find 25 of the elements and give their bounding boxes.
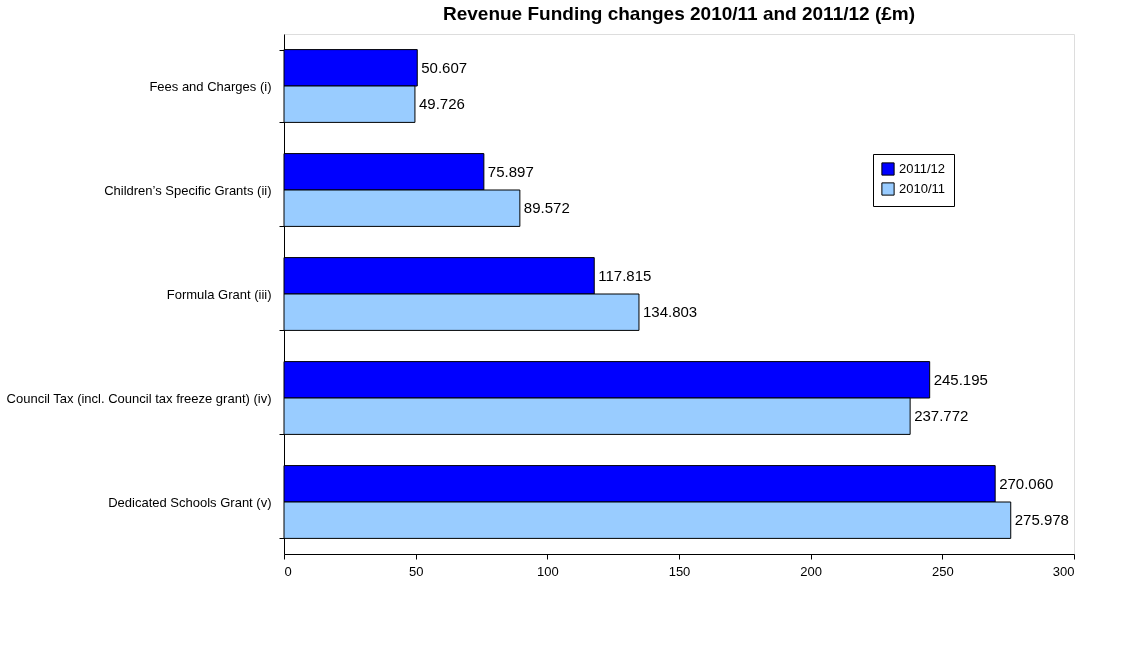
y-tick-label: Council Tax (incl. Council tax freeze grant) (iv) — [6, 390, 272, 406]
data-label: 117.815 — [598, 266, 652, 284]
data-label: 134.803 — [642, 303, 698, 321]
data-label: 49.726 — [418, 95, 465, 113]
y-tick-label: Children’s Specific Grants (ii) — [104, 182, 272, 198]
data-label: 89.572 — [523, 199, 570, 217]
legend-label: 2011/12 — [899, 161, 946, 176]
data-label: 275.978 — [1014, 511, 1069, 529]
chart-title: Revenue Funding changes 2010/11 and 2011/12 (£m) — [442, 3, 916, 24]
legend-label: 2010/11 — [899, 181, 946, 196]
y-tick-label: Fees and Charges (i) — [149, 78, 272, 94]
data-label: 237.772 — [914, 407, 969, 425]
x-tick-label: 0 — [284, 563, 292, 579]
data-label: 75.897 — [487, 162, 534, 180]
data-label: 245.195 — [933, 370, 988, 388]
x-tick-label: 150 — [668, 563, 691, 579]
x-tick-label: 250 — [931, 563, 954, 579]
x-tick-label: 300 — [1052, 563, 1075, 579]
data-label: 270.060 — [999, 474, 1054, 492]
y-tick-label: Formula Grant (iii) — [166, 286, 272, 302]
y-tick-label: Dedicated Schools Grant (v) — [108, 494, 272, 510]
x-tick-label: 50 — [408, 563, 424, 579]
x-tick-label: 100 — [536, 563, 559, 579]
data-label: 50.607 — [421, 58, 468, 76]
x-tick-label: 200 — [800, 563, 823, 579]
